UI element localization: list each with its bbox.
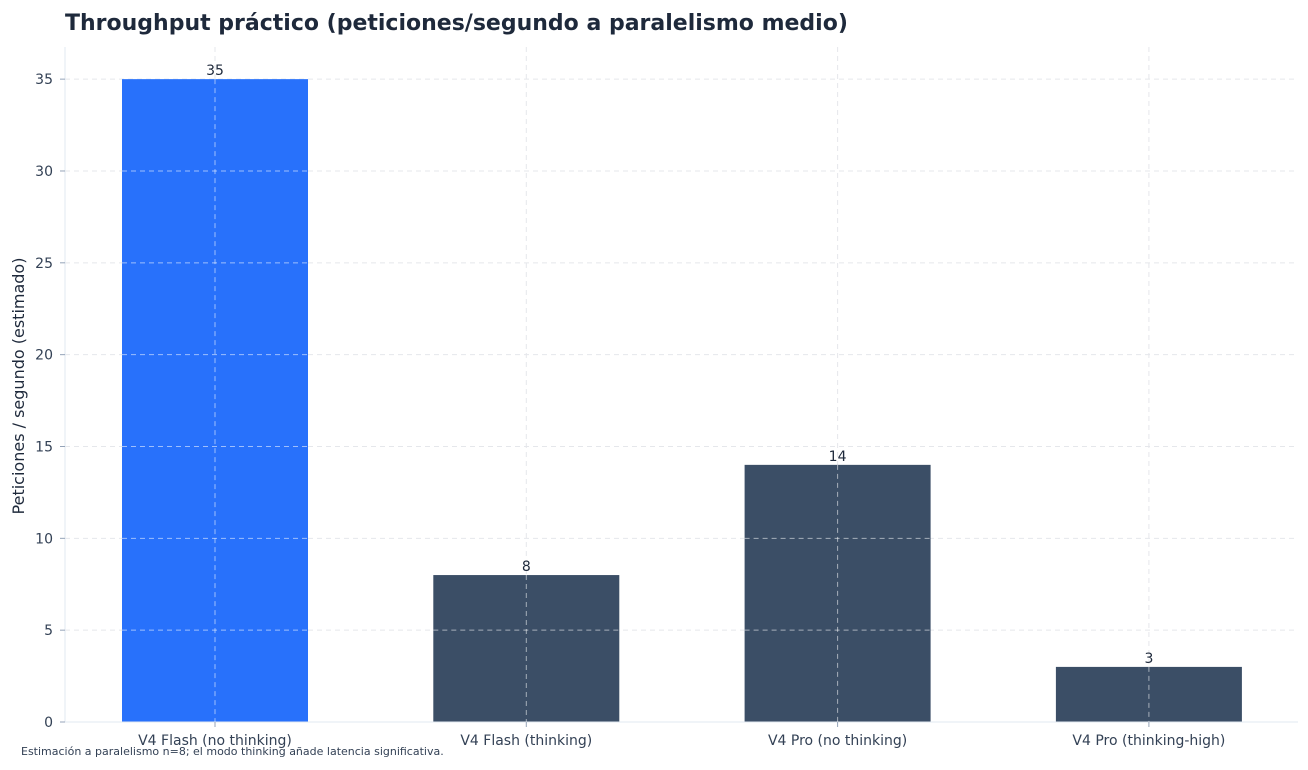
chart-title: Throughput práctico (peticiones/segundo … xyxy=(65,11,848,36)
y-tick-label: 0 xyxy=(44,715,53,731)
y-tick-label: 10 xyxy=(35,531,53,547)
y-tick-label: 5 xyxy=(44,623,53,639)
data-label: 35 xyxy=(206,63,224,79)
footnote: Estimación a paralelismo n=8; el modo th… xyxy=(21,745,444,758)
axes xyxy=(60,47,1298,727)
y-tick-label: 15 xyxy=(35,439,53,455)
x-tick-label: V4 Pro (no thinking) xyxy=(768,733,907,749)
data-label: 3 xyxy=(1144,651,1153,667)
y-tick-label: 30 xyxy=(35,164,53,180)
x-tick-label: V4 Flash (thinking) xyxy=(460,733,592,749)
y-tick-label: 35 xyxy=(35,72,53,88)
x-tick-label: V4 Flash (no thinking) xyxy=(138,733,292,749)
overlay-grid xyxy=(122,79,1150,722)
data-label: 14 xyxy=(829,449,847,465)
x-tick-label: V4 Pro (thinking-high) xyxy=(1072,733,1225,749)
y-tick-label: 25 xyxy=(35,256,53,272)
bars xyxy=(122,79,1242,722)
labels: 0 5 10 15 20 25 30 35 V4 Flash (no thinking) V4 F… xyxy=(35,63,1225,749)
y-axis-label: Peticiones / segundo (estimado) xyxy=(9,258,28,515)
data-label: 8 xyxy=(522,559,531,575)
y-tick-label: 20 xyxy=(35,348,53,364)
bar xyxy=(122,79,308,722)
